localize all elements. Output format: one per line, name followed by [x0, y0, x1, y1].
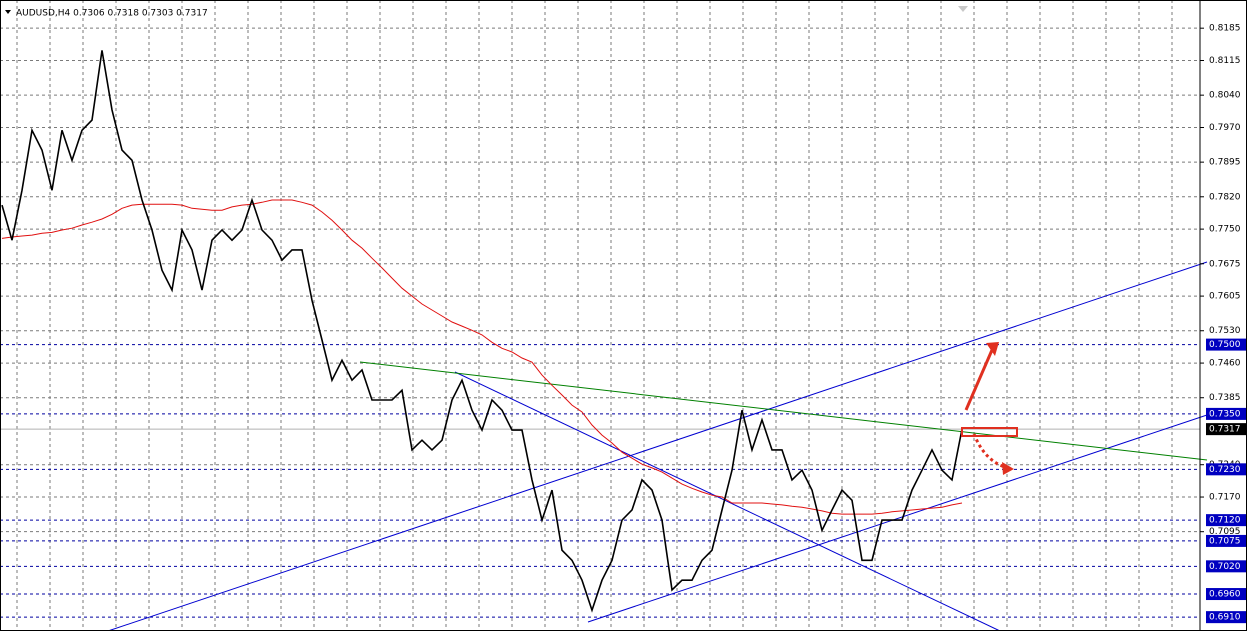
- y-tick-label: 0.7820: [1209, 192, 1241, 202]
- y-tick-label: 0.7095: [1209, 527, 1241, 537]
- trendline: [587, 414, 1208, 623]
- level-label: 0.6910: [1209, 613, 1241, 623]
- trendline: [454, 371, 1001, 631]
- chart-title: AUDUSD,H4 0.7306 0.7318 0.7303 0.7317: [16, 9, 208, 19]
- current-price-box: [1206, 423, 1246, 436]
- level-label-box: [1206, 338, 1246, 351]
- y-tick-label: 0.8185: [1209, 24, 1241, 34]
- level-label: 0.7020: [1209, 562, 1241, 572]
- plot: MAAUDUSD: [1, 50, 963, 613]
- level-label: 0.6960: [1209, 590, 1241, 600]
- level-label-box: [1206, 588, 1246, 601]
- level-label: 0.7230: [1209, 465, 1241, 475]
- y-tick-label: 0.8115: [1209, 56, 1241, 66]
- y-tick-label: 0.8040: [1209, 91, 1241, 101]
- level-label-box: [1206, 534, 1246, 547]
- dotted-arrow: [972, 433, 1009, 470]
- arrowhead: [1002, 462, 1014, 475]
- current-price-label: 0.7317: [1209, 425, 1241, 435]
- level-label: 0.7500: [1209, 340, 1241, 350]
- level-label-box: [1206, 560, 1246, 573]
- arrow: [964, 349, 994, 411]
- y-tick-label: 0.7385: [1209, 393, 1241, 403]
- price-line: AUDUSD: [1, 50, 963, 613]
- marker-box: [961, 427, 1018, 437]
- level-label: 0.7350: [1209, 409, 1241, 419]
- shift-marker: [958, 6, 968, 12]
- y-tick-label: 0.7460: [1209, 359, 1241, 369]
- menu-icon: [5, 10, 11, 14]
- arrowhead: [986, 342, 999, 356]
- level-label: 0.7075: [1209, 536, 1241, 546]
- level-label-box: [1206, 463, 1246, 476]
- y-tick-label: 0.7895: [1209, 158, 1241, 168]
- level-label-box: [1206, 514, 1246, 527]
- level-label: 0.7120: [1209, 516, 1241, 526]
- y-tick-label: 0.7605: [1209, 292, 1241, 302]
- y-tick-label: 0.7675: [1209, 259, 1241, 269]
- ma-line: MA: [1, 199, 963, 515]
- y-tick-label: 0.7530: [1209, 326, 1241, 336]
- price-axis: 0.8185 0.8115 0.8040 0.7970 0.7895 0.7820 0.77…: [1200, 24, 1246, 624]
- trendline: [359, 361, 1208, 461]
- grid: [0, 0, 1200, 631]
- trendline: [107, 261, 1208, 631]
- y-tick-label: 0.7170: [1209, 493, 1241, 503]
- y-tick-label: 0.7970: [1209, 123, 1241, 133]
- level-label-box: [1206, 407, 1246, 420]
- y-tick-label: 0.7750: [1209, 225, 1241, 235]
- level-label-box: [1206, 611, 1246, 624]
